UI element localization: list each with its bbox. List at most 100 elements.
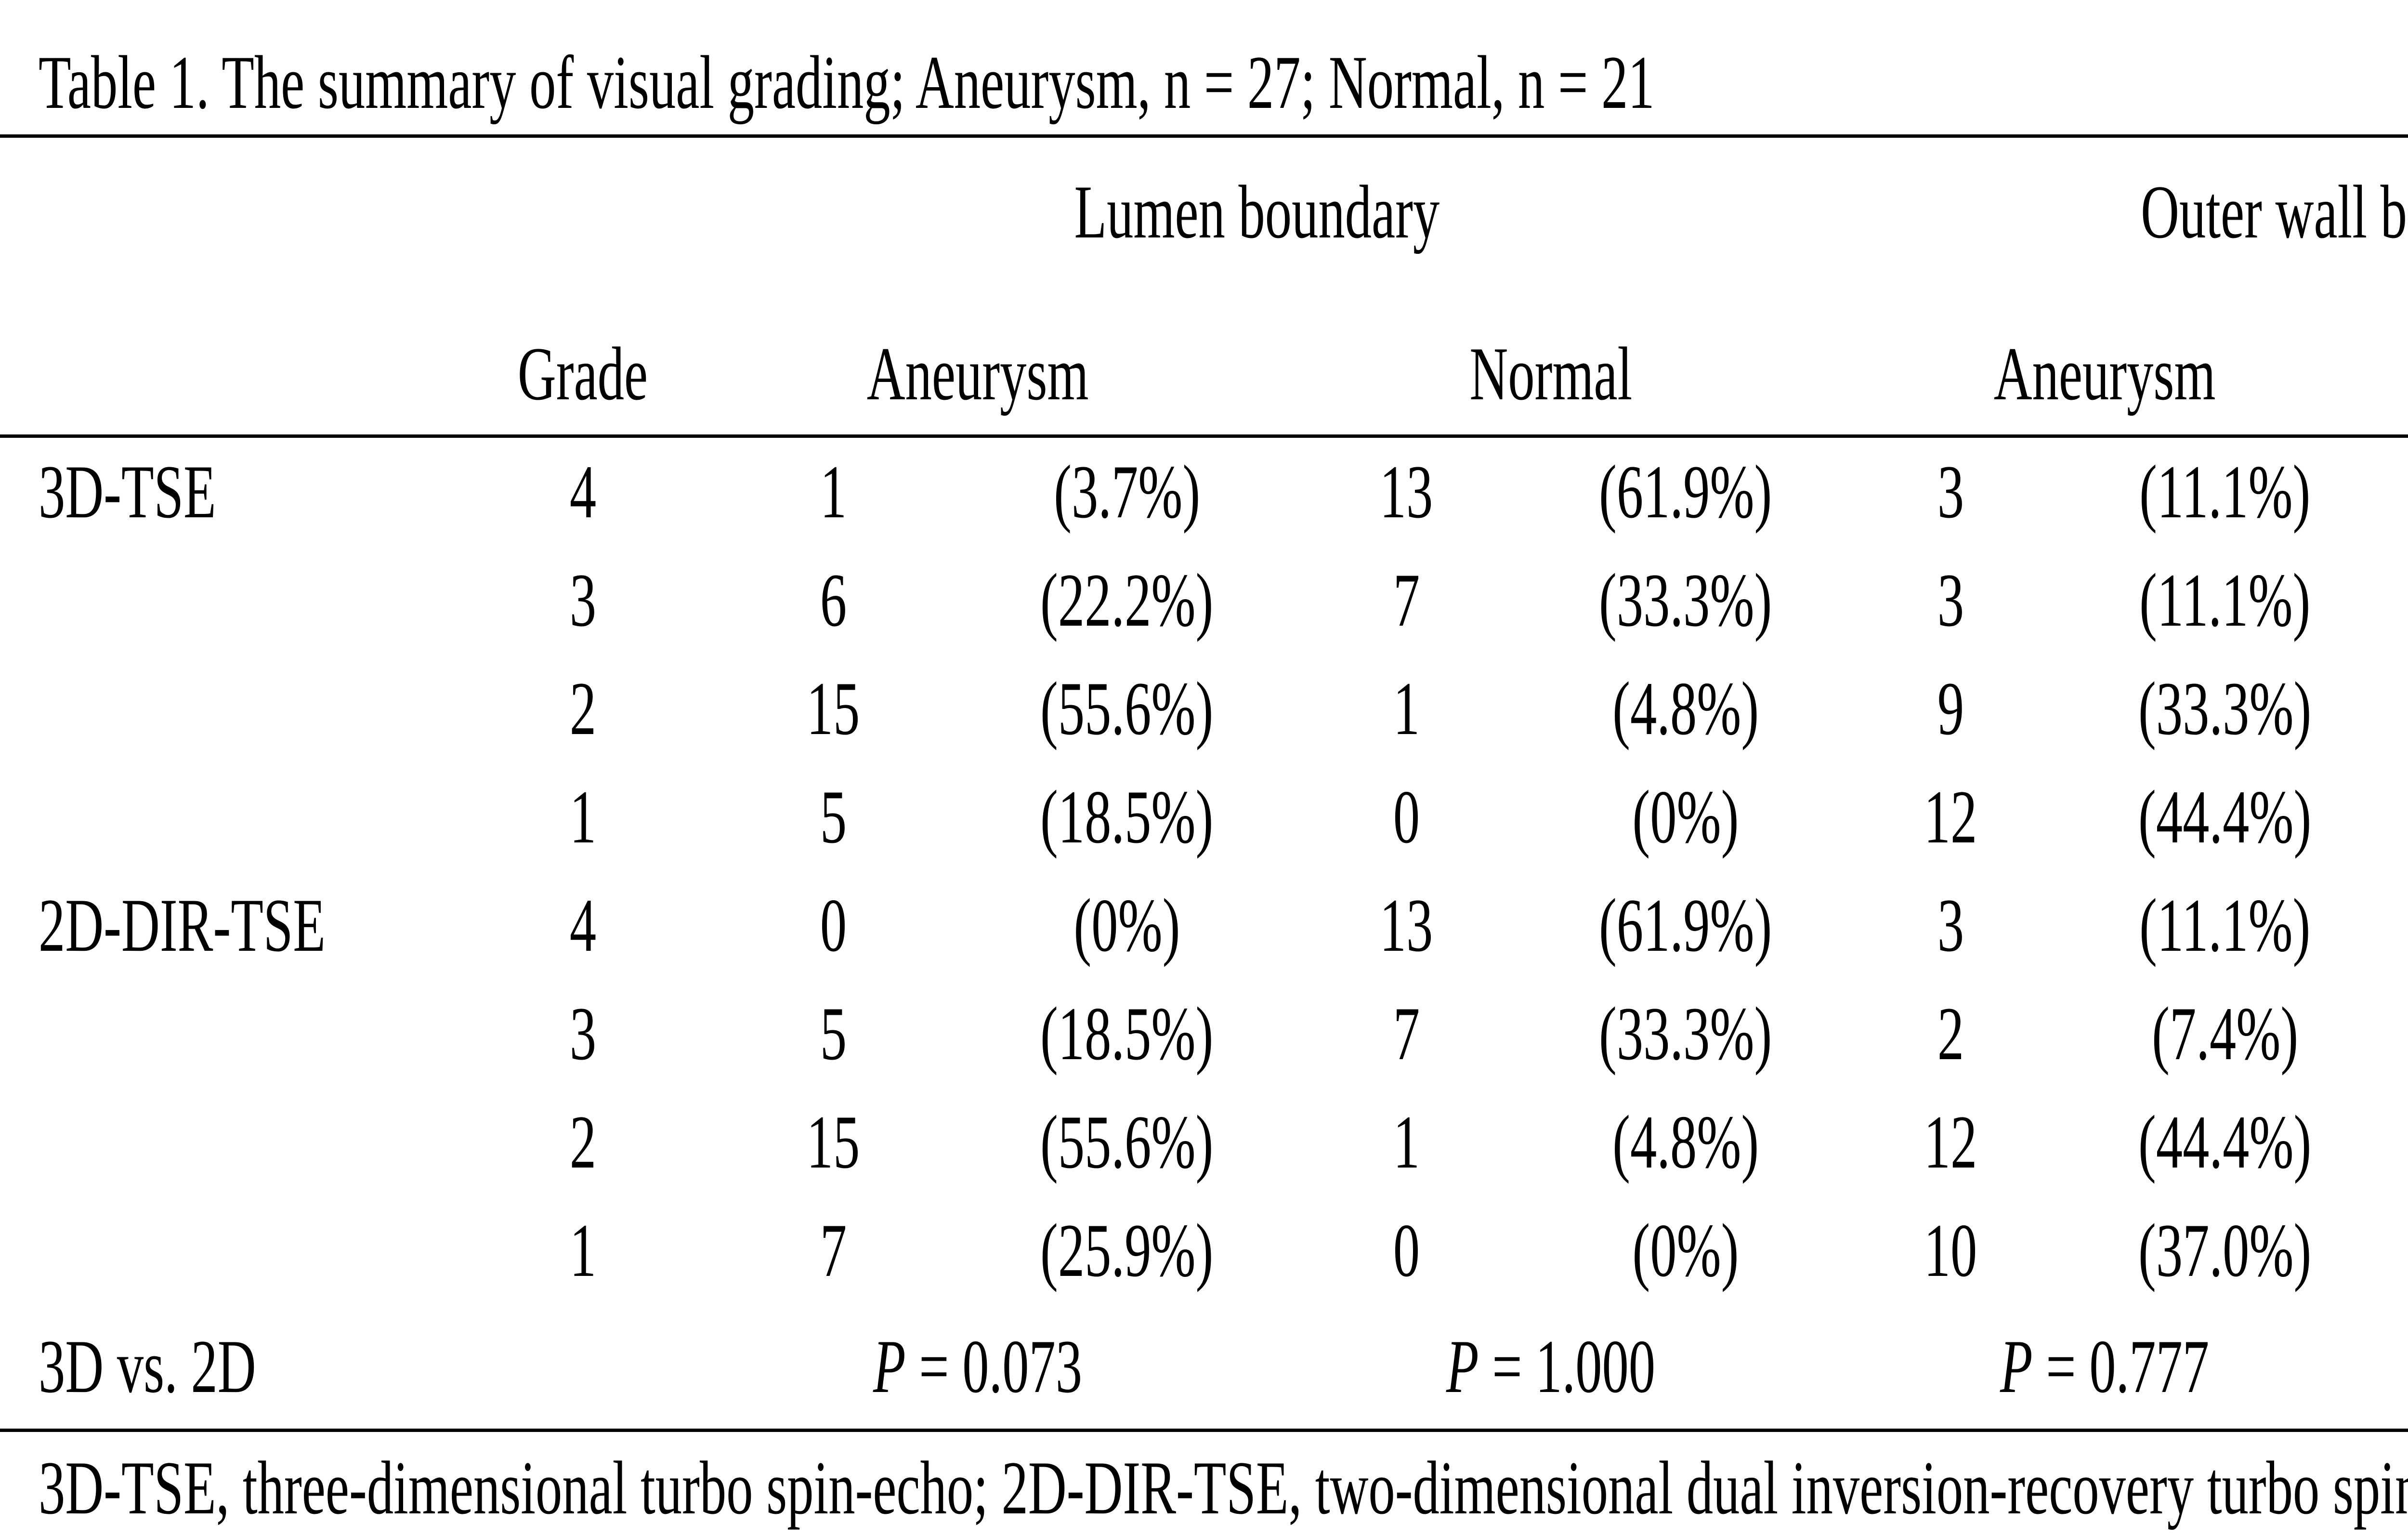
count-cell-outer-aneurysm: 10 — [1830, 1196, 2071, 1305]
count-cell-outer-normal: 2 — [2379, 763, 2408, 871]
percent-cell-lumen-normal: (4.8%) — [1541, 655, 1830, 763]
pvalue-lumen-aneurysm: P = 0.073 — [684, 1305, 1271, 1432]
count-cell-lumen-aneurysm: 0 — [684, 871, 982, 980]
count-cell-outer-normal: 6 — [2379, 980, 2408, 1088]
percent-cell-lumen-aneurysm: (55.6%) — [982, 1088, 1271, 1196]
spacer-cell — [482, 1305, 684, 1432]
count-cell-outer-normal: 9 — [2379, 546, 2408, 655]
count-cell-lumen-normal: 7 — [1271, 980, 1541, 1088]
percent-value: (11.1%) — [2139, 883, 2311, 968]
pvalue-row-label: 3D vs. 2D — [39, 1324, 256, 1409]
count-cell-outer-normal: 1 — [2379, 1196, 2408, 1305]
count-value: 3 — [1937, 449, 1964, 534]
col-header-aneurysm-lumen: Aneurysm — [684, 287, 1271, 438]
count-cell-lumen-aneurysm: 5 — [684, 980, 982, 1088]
count-cell-lumen-normal: 1 — [1271, 1088, 1541, 1196]
percent-value: (22.2%) — [1040, 558, 1214, 643]
count-value: 1 — [1393, 1100, 1420, 1184]
percent-value: (33.3%) — [1599, 991, 1772, 1076]
row-label-cell — [0, 1088, 482, 1196]
pvalue-lumen-normal: P = 1.000 — [1271, 1305, 1831, 1432]
group-header-row: Lumen boundary Outer wall boundary — [0, 136, 2408, 287]
percent-value: (61.9%) — [1599, 449, 1772, 534]
grade-cell: 2 — [482, 1088, 684, 1196]
row-label: 2D-DIR-TSE — [39, 883, 326, 968]
spacer-cell — [0, 287, 482, 438]
column-header-row: Grade Aneurysm Normal Aneurysm Normal — [0, 287, 2408, 438]
count-value: 0 — [1393, 775, 1420, 859]
count-cell-lumen-aneurysm: 15 — [684, 1088, 982, 1196]
count-cell-outer-aneurysm: 2 — [1830, 980, 2071, 1088]
count-value: 7 — [820, 1208, 847, 1293]
count-cell-outer-aneurysm: 12 — [1830, 763, 2071, 871]
count-cell-lumen-normal: 1 — [1271, 655, 1541, 763]
count-cell-lumen-aneurysm: 15 — [684, 655, 982, 763]
percent-cell-lumen-normal: (33.3%) — [1541, 546, 1830, 655]
count-cell-outer-normal: 9 — [2379, 1088, 2408, 1196]
percent-cell-lumen-aneurysm: (22.2%) — [982, 546, 1271, 655]
percent-cell-lumen-normal: (0%) — [1541, 763, 1830, 871]
table-row: 3 6 (22.2%) 7 (33.3%) 3 (11.1%) 9 (42.9%… — [0, 546, 2408, 655]
count-value: 1 — [820, 449, 847, 534]
percent-value: (4.8%) — [1612, 1100, 1759, 1184]
count-value: 9 — [1937, 666, 1964, 751]
table-title-text: Table 1. The summary of visual grading; … — [39, 40, 1655, 125]
count-value: 7 — [1393, 991, 1420, 1076]
count-value: 0 — [820, 883, 847, 968]
col-header-aneurysm-outer: Aneurysm — [1830, 287, 2380, 438]
grade-value: 3 — [569, 558, 596, 643]
percent-value: (3.7%) — [1053, 449, 1201, 534]
percent-value: (18.5%) — [1040, 991, 1214, 1076]
count-cell-lumen-normal: 7 — [1271, 546, 1541, 655]
percent-cell-lumen-aneurysm: (25.9%) — [982, 1196, 1271, 1305]
row-label-cell — [0, 655, 482, 763]
count-cell-lumen-normal: 0 — [1271, 763, 1541, 871]
count-value: 0 — [1393, 1208, 1420, 1293]
table-body: 3D-TSE 4 1 (3.7%) 1 3 (61.9%) 3 (11.1%) 0… — [0, 436, 2408, 1305]
group-header-outer-wall-boundary: Outer wall boundary — [1830, 136, 2408, 287]
grade-value: 1 — [569, 775, 596, 859]
count-cell-outer-aneurysm: 3 — [1830, 871, 2071, 980]
col-header-grade: Grade — [482, 287, 684, 438]
group-header-lumen-boundary-text: Lumen boundary — [1074, 170, 1440, 254]
group-header-outer-wall-boundary-text: Outer wall boundary — [2141, 170, 2408, 254]
p-symbol: P — [2000, 1324, 2033, 1409]
table-row: 2D-DIR-TSE 4 0 (0%) 13 (61.9%) 3 (11.1%)… — [0, 871, 2408, 980]
pvalue-outer-normal: P = 0.065 — [2379, 1305, 2408, 1432]
row-label: 3D-TSE — [39, 449, 216, 534]
table-row: 2 15 (55.6%) 1 (4.8%) 12 (44.4%) 9 (42.9… — [0, 1088, 2408, 1196]
percent-value: (25.9%) — [1040, 1208, 1214, 1293]
p-value: = 0.777 — [2032, 1324, 2210, 1409]
percent-value: (44.4%) — [2138, 775, 2312, 859]
grade-value: 2 — [569, 1100, 596, 1184]
count-cell-lumen-normal: 0 — [1271, 1196, 1541, 1305]
percent-value: (18.5%) — [1040, 775, 1214, 859]
row-label-cell — [0, 1196, 482, 1305]
count-value: 2 — [1937, 991, 1964, 1076]
count-value: 7 — [1393, 558, 1420, 643]
percent-cell-lumen-normal: (4.8%) — [1541, 1088, 1830, 1196]
count-cell-outer-aneurysm: 12 — [1830, 1088, 2071, 1196]
count-value: 12 — [1924, 775, 1977, 859]
p-symbol: P — [1446, 1324, 1479, 1409]
percent-cell-outer-aneurysm: (7.4%) — [2071, 980, 2379, 1088]
table-row: 3D-TSE 4 1 (3.7%) 13 (61.9%) 3 (11.1%) 0… — [0, 436, 2408, 547]
grade-value: 4 — [569, 449, 596, 534]
col-header-normal-lumen: Normal — [1271, 287, 1831, 438]
percent-value: (4.8%) — [1612, 666, 1759, 751]
count-value: 6 — [820, 558, 847, 643]
grade-value: 2 — [569, 666, 596, 751]
count-cell-outer-normal: 0 — [2379, 436, 2408, 547]
spacer-cell — [0, 136, 482, 287]
percent-cell-outer-aneurysm: (37.0%) — [2071, 1196, 2379, 1305]
grade-cell: 4 — [482, 436, 684, 547]
percent-cell-lumen-normal: (61.9%) — [1541, 871, 1830, 980]
percent-cell-lumen-aneurysm: (18.5%) — [982, 980, 1271, 1088]
count-cell-outer-aneurysm: 9 — [1830, 655, 2071, 763]
row-label-cell: 3D-TSE — [0, 436, 482, 547]
percent-value: (7.4%) — [2151, 991, 2299, 1076]
count-value: 15 — [806, 1100, 860, 1184]
percent-value: (0%) — [1073, 883, 1180, 968]
grade-cell: 3 — [482, 546, 684, 655]
